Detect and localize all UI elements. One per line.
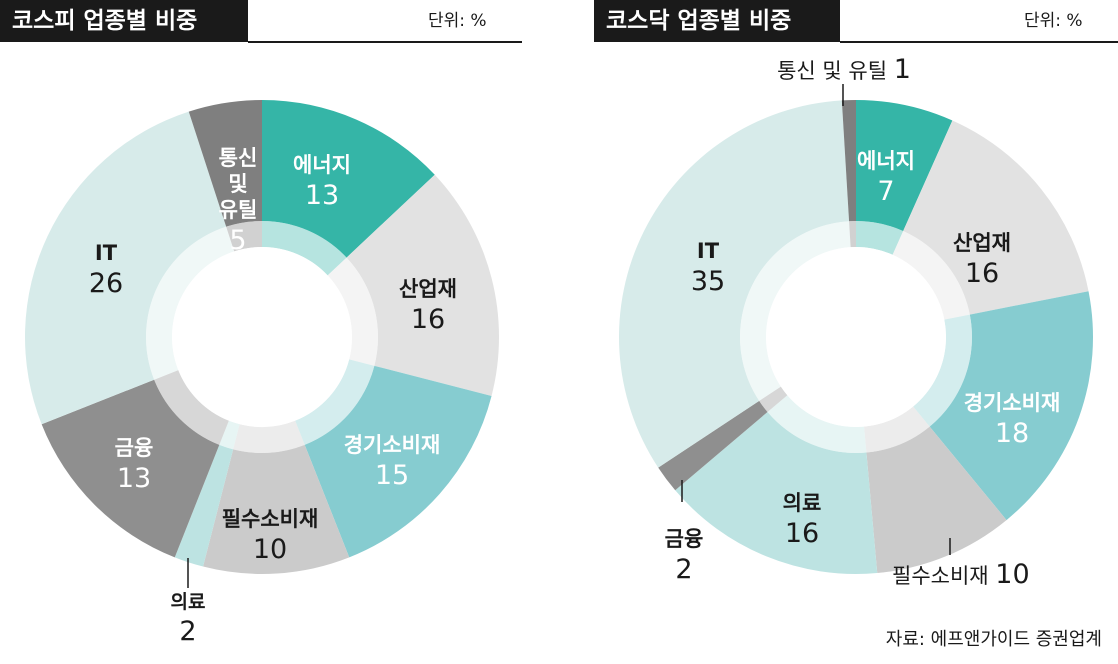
slice-value: 26 — [89, 268, 123, 299]
donut-slice-inner-band — [864, 406, 930, 453]
slice-value: 5 — [229, 225, 246, 256]
slice-value: 2 — [179, 616, 196, 647]
slice-value: 16 — [965, 258, 999, 289]
donut-slice — [304, 365, 492, 558]
donut-slice-inner-band — [233, 420, 305, 453]
donut-slice — [658, 400, 768, 491]
donut-slice-inner-band — [327, 257, 378, 366]
slice-label: 경기소비재 — [964, 391, 1061, 415]
donut-slice — [25, 111, 227, 425]
donut-slice — [346, 174, 499, 396]
donut-slice-inner-band — [295, 359, 375, 445]
donut-slice — [262, 100, 435, 258]
donut-slice — [675, 412, 878, 574]
donut-slice-inner-band — [146, 226, 235, 380]
slice-label: 에너지 — [293, 153, 351, 177]
slice-value: 13 — [305, 180, 339, 211]
slice-value: 13 — [117, 463, 151, 494]
slice-value: 18 — [995, 418, 1029, 449]
chart-title-bar: 코스닥 업종별 비중 — [594, 0, 840, 42]
donut-slice-inner-band — [913, 314, 972, 427]
donut-slice-inner-band — [219, 420, 240, 450]
slice-label: 경기소비재 — [344, 433, 441, 457]
slice-label: IT — [697, 239, 720, 263]
slice-value: 15 — [375, 460, 409, 491]
donut-hole — [172, 247, 352, 427]
unit-label: 단위: % — [428, 11, 487, 31]
donut-slice-inner-band — [262, 221, 347, 276]
donut-slice-inner-band — [849, 221, 856, 248]
donut-slice — [903, 120, 1089, 315]
chart-title: 코스닥 업종별 비중 — [606, 8, 792, 34]
donut-slice — [866, 426, 1007, 574]
donut-slice — [619, 100, 850, 468]
slice-label: 통신 및 유틸 1 — [777, 54, 911, 85]
slice-label: 에너지 — [857, 149, 915, 173]
kospi-donut-chart: 에너지 13 산업재 16 경기소비재 15 필수소비재 10 의료 2 금융 13 IT 26 통신및유틸… — [25, 100, 499, 647]
donut-slices — [619, 100, 1093, 574]
kospi-chart-panel: 코스피 업종별 비중 단위: % 에너지 13 산업재 16 경기소비재 15 필수소비재 1… — [0, 0, 524, 647]
slice-value: 10 — [253, 534, 287, 565]
kosdaq-donut-chart: 에너지 7 산업재 16 경기소비재 18 필수소비재 10 의료 16 금융 2 IT 35 통신 및 … — [619, 54, 1093, 590]
source-note: 자료: 에프앤가이드 증권업계 — [885, 629, 1102, 650]
slice-label: 통신 — [219, 146, 258, 170]
donut-slice-inner-band — [154, 370, 229, 445]
slice-label: 필수소비재 10 — [892, 559, 1030, 590]
slice-labels: 에너지 7 산업재 16 경기소비재 18 필수소비재 10 의료 16 금융 2 IT 35 통신 및 … — [665, 54, 1061, 590]
title-rule — [840, 41, 1118, 43]
slice-labels: 에너지 13 산업재 16 경기소비재 15 필수소비재 10 의료 2 금융 13 IT 26 통신및유틸… — [89, 146, 457, 647]
donut-hole — [766, 247, 946, 427]
slice-label: 의료 — [171, 591, 206, 613]
slice-label: 산업재 — [953, 231, 1011, 255]
donut-slice — [174, 444, 234, 567]
slice-value: 2 — [675, 554, 692, 585]
donut-slice-inner-band — [226, 221, 262, 252]
slice-label: 유틸 — [219, 198, 258, 222]
slice-label: IT — [95, 241, 118, 265]
slice-label: 및 — [228, 172, 247, 196]
donut-slice — [203, 444, 350, 574]
slice-label: 산업재 — [399, 277, 457, 301]
donut-slice — [841, 100, 856, 222]
donut-slice-inner-band — [767, 395, 867, 453]
chart-title: 코스피 업종별 비중 — [12, 8, 198, 34]
donut-slice-inner-band — [856, 221, 904, 255]
slice-value: 35 — [691, 266, 725, 297]
slice-label: 금융 — [665, 527, 704, 551]
unit-label: 단위: % — [1024, 11, 1083, 31]
slice-label: 의료 — [783, 491, 822, 515]
slice-value: 7 — [877, 176, 894, 207]
donut-slice — [856, 100, 953, 232]
slice-value: 16 — [411, 304, 445, 335]
slice-value: 16 — [785, 518, 819, 549]
donut-slices — [25, 100, 499, 574]
slice-label: 필수소비재 — [222, 507, 319, 531]
donut-slice-inner-band — [740, 221, 851, 401]
slice-label: 금융 — [115, 436, 154, 460]
title-rule — [248, 41, 522, 43]
donut-slice — [188, 100, 262, 227]
donut-slice-inner-band — [892, 231, 970, 320]
donut-slice-inner-band — [759, 386, 788, 413]
kosdaq-chart-panel: 코스닥 업종별 비중 단위: % 에너지 7 산업재 16 경기소비재 18 필수소비재 1… — [594, 0, 1118, 620]
chart-title-bar: 코스피 업종별 비중 — [0, 0, 248, 42]
donut-slice — [929, 291, 1093, 521]
donut-slice — [41, 379, 220, 558]
